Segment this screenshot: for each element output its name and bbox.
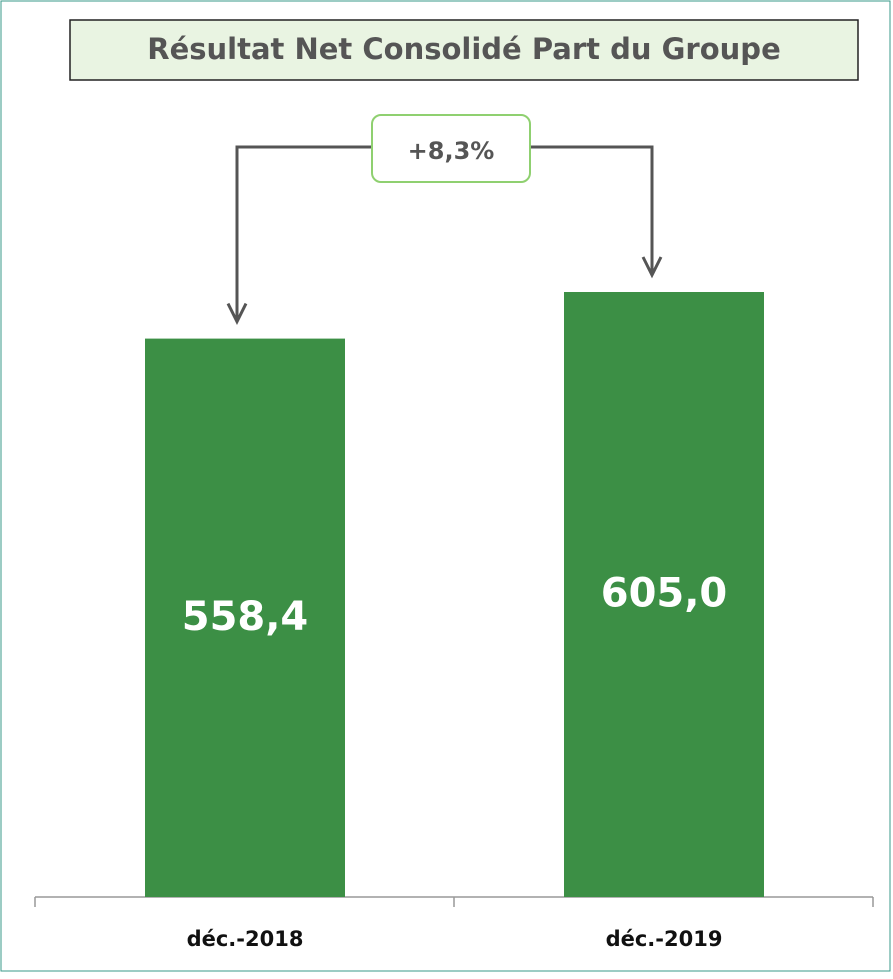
arrow-head xyxy=(641,256,663,279)
value-label: 605,0 xyxy=(601,571,728,617)
chart-title: Résultat Net Consolidé Part du Groupe xyxy=(147,32,780,66)
value-label: 558,4 xyxy=(182,594,309,640)
arrow-head xyxy=(226,302,248,325)
annotation-box xyxy=(371,114,531,183)
x-tick-label: déc.-2018 xyxy=(187,927,304,951)
arrow xyxy=(235,145,372,322)
title-box xyxy=(69,19,859,81)
arrow xyxy=(530,145,654,275)
bar xyxy=(145,338,345,898)
annotation: +8,3% xyxy=(408,137,495,165)
x-tick-label: déc.-2019 xyxy=(606,927,723,951)
bar xyxy=(564,292,764,897)
